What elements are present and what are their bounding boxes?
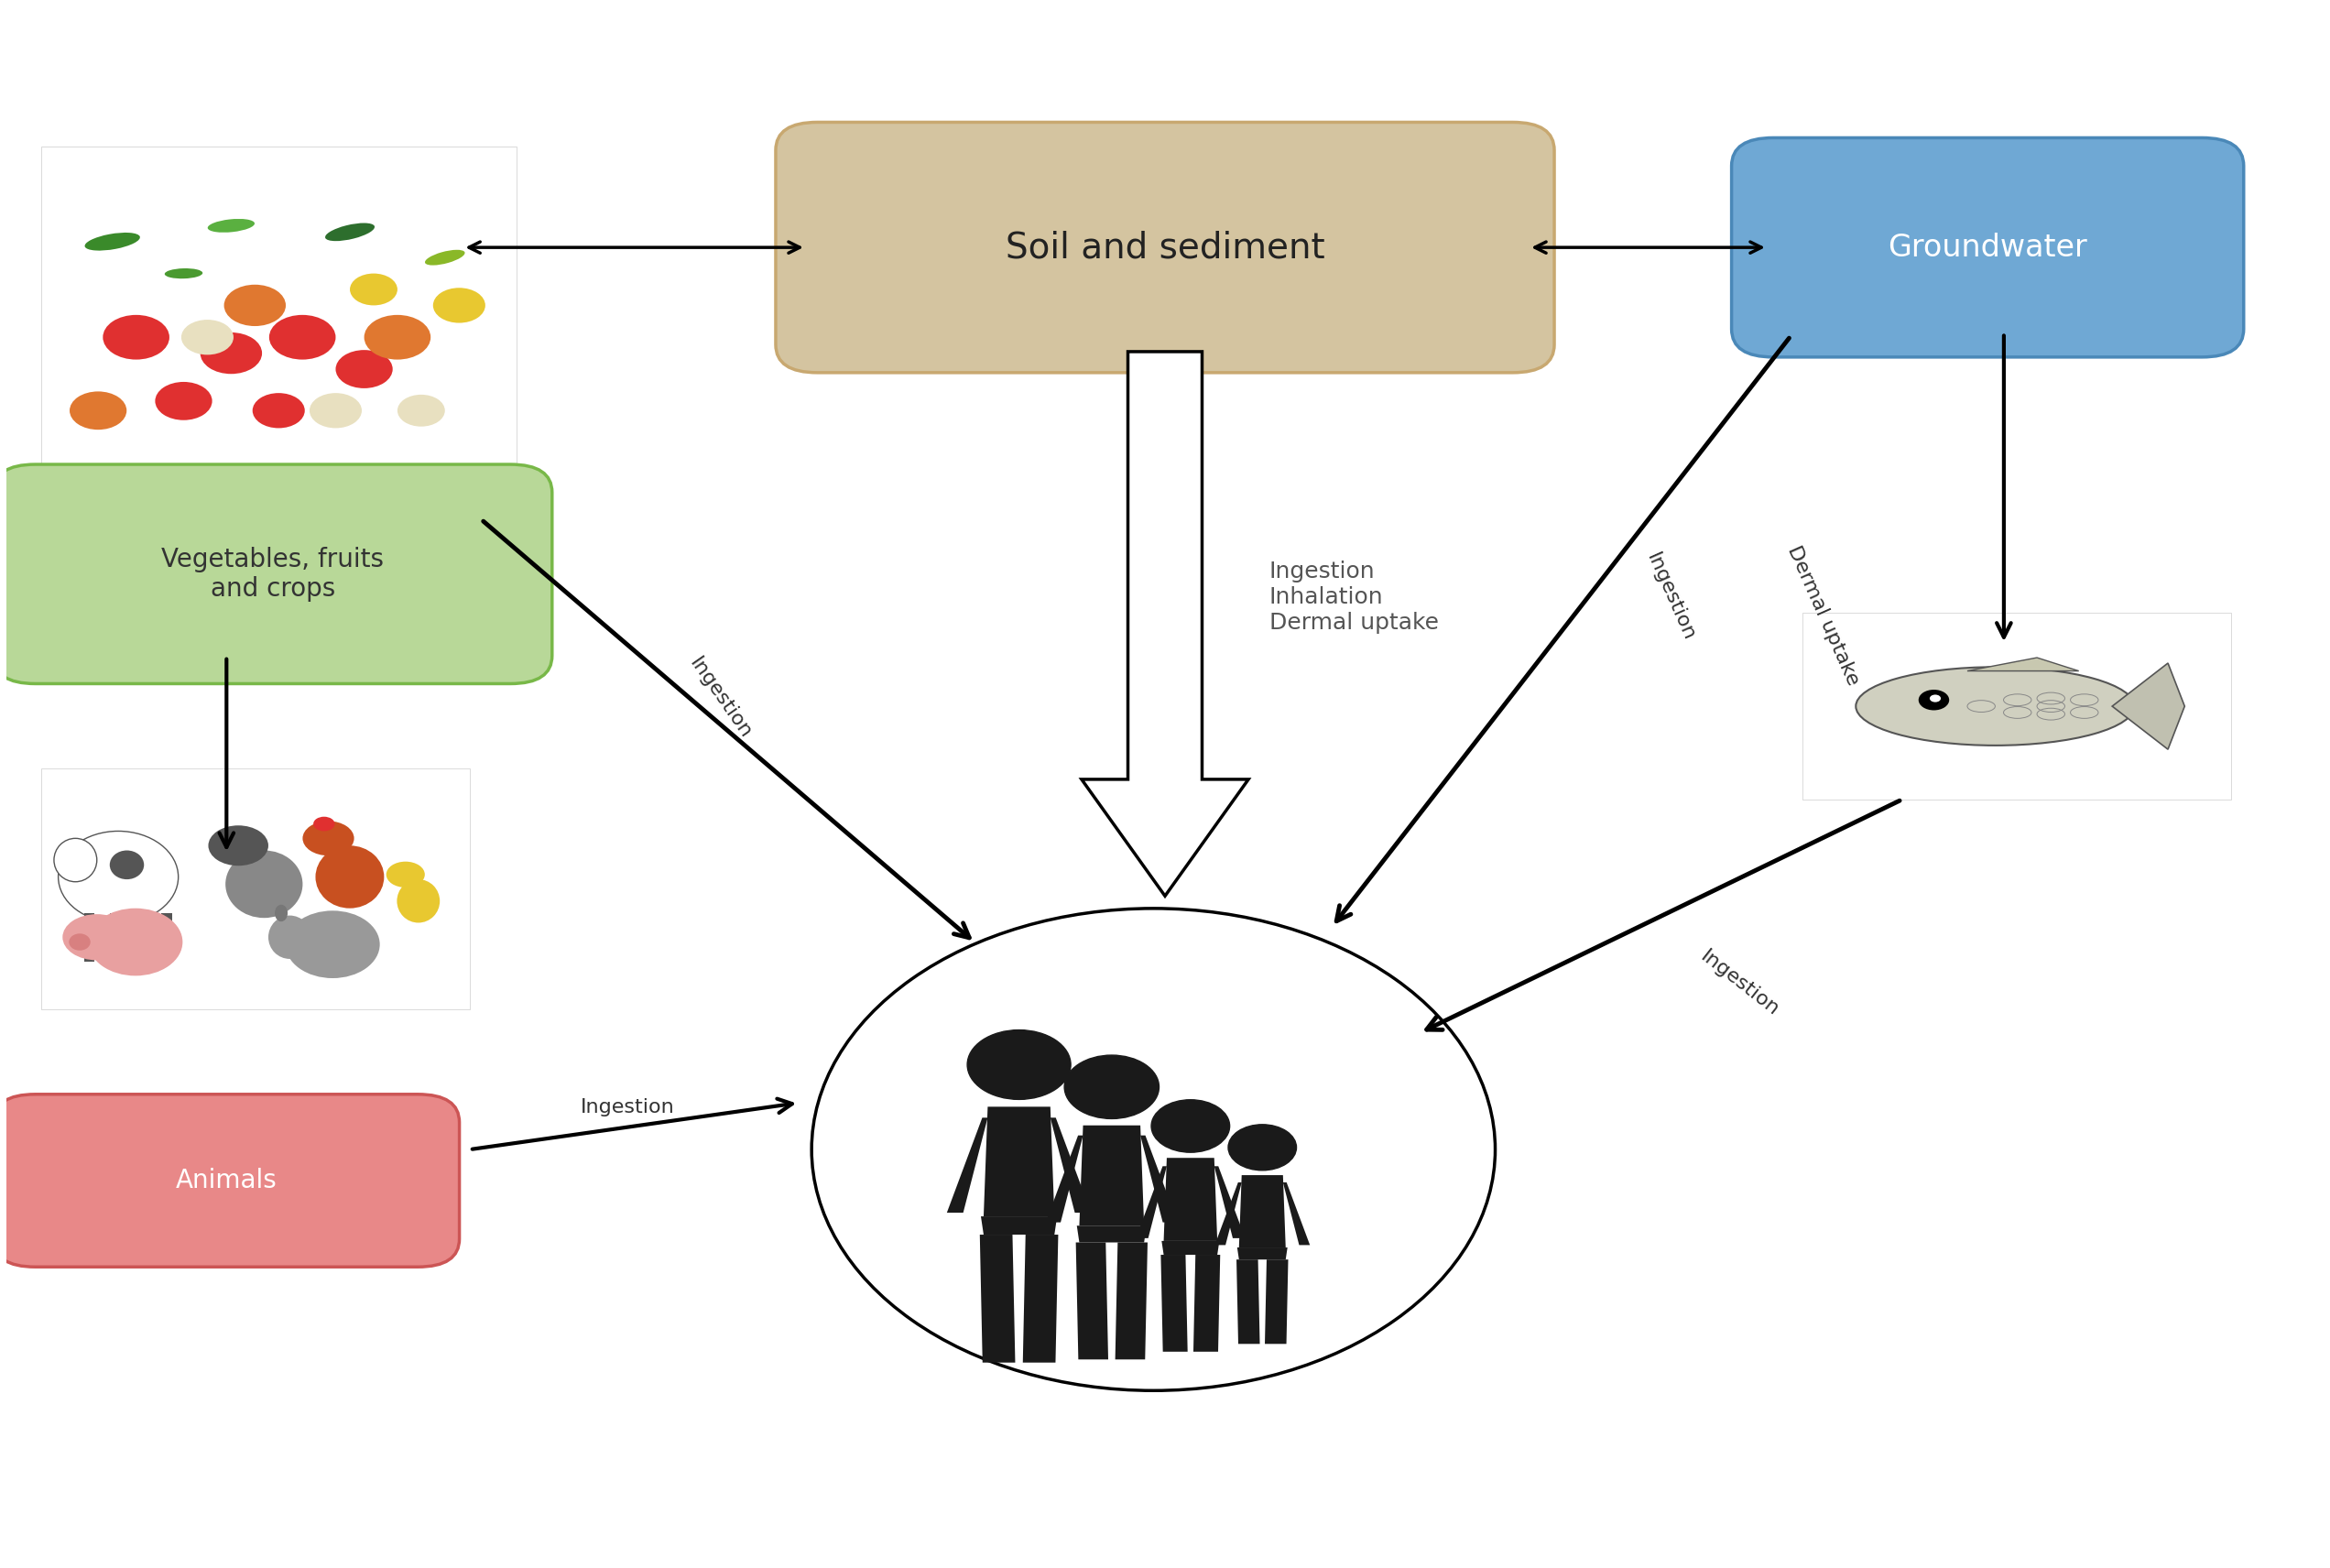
Ellipse shape xyxy=(811,908,1496,1391)
Text: Animals: Animals xyxy=(175,1168,277,1193)
Bar xyxy=(110,913,121,961)
Ellipse shape xyxy=(324,224,375,240)
Circle shape xyxy=(310,394,361,428)
Polygon shape xyxy=(1284,1182,1309,1245)
Polygon shape xyxy=(1265,1259,1288,1344)
Circle shape xyxy=(398,395,445,426)
Bar xyxy=(161,913,172,961)
Bar xyxy=(1801,613,2230,800)
Polygon shape xyxy=(1163,1240,1219,1254)
Ellipse shape xyxy=(165,268,203,279)
Circle shape xyxy=(1065,1055,1158,1118)
Ellipse shape xyxy=(54,839,98,881)
Ellipse shape xyxy=(207,220,254,232)
Text: Vegetables, fruits
and crops: Vegetables, fruits and crops xyxy=(161,546,384,602)
Polygon shape xyxy=(981,1217,1058,1234)
Circle shape xyxy=(1918,690,1950,710)
Circle shape xyxy=(252,394,305,428)
Ellipse shape xyxy=(84,232,140,251)
Polygon shape xyxy=(1116,1242,1149,1359)
Circle shape xyxy=(1228,1124,1295,1170)
Polygon shape xyxy=(1214,1182,1242,1245)
Circle shape xyxy=(103,315,170,359)
Circle shape xyxy=(200,332,261,373)
Ellipse shape xyxy=(58,831,179,922)
Circle shape xyxy=(70,392,126,430)
Bar xyxy=(84,913,96,961)
Ellipse shape xyxy=(226,850,303,917)
Polygon shape xyxy=(1023,1234,1058,1363)
Ellipse shape xyxy=(315,845,384,908)
Text: Ingestion: Ingestion xyxy=(1643,550,1699,644)
Ellipse shape xyxy=(287,911,380,978)
Circle shape xyxy=(63,914,130,960)
Polygon shape xyxy=(946,1118,988,1212)
Polygon shape xyxy=(1051,1118,1090,1212)
Circle shape xyxy=(363,315,431,359)
Ellipse shape xyxy=(110,850,144,880)
Ellipse shape xyxy=(70,933,91,950)
Text: Dermal uptake: Dermal uptake xyxy=(1785,544,1862,688)
Ellipse shape xyxy=(89,908,182,975)
Text: Ingestion: Ingestion xyxy=(1696,947,1782,1019)
Polygon shape xyxy=(983,1107,1055,1217)
Text: Groundwater: Groundwater xyxy=(1887,232,2088,262)
Polygon shape xyxy=(981,1234,1016,1363)
Bar xyxy=(135,913,147,961)
Polygon shape xyxy=(1076,1226,1146,1242)
FancyBboxPatch shape xyxy=(0,464,552,684)
FancyBboxPatch shape xyxy=(0,1094,459,1267)
Polygon shape xyxy=(1214,1167,1244,1239)
Polygon shape xyxy=(2113,663,2186,750)
Polygon shape xyxy=(1081,351,1249,895)
Polygon shape xyxy=(1967,657,2078,671)
Circle shape xyxy=(182,320,233,354)
Circle shape xyxy=(1151,1099,1230,1152)
Polygon shape xyxy=(1240,1174,1286,1248)
Circle shape xyxy=(433,289,485,323)
Circle shape xyxy=(303,822,354,856)
Circle shape xyxy=(207,825,268,866)
Circle shape xyxy=(270,315,336,359)
Circle shape xyxy=(967,1030,1072,1099)
Text: Soil and sediment: Soil and sediment xyxy=(1004,230,1326,265)
Bar xyxy=(42,146,517,497)
Polygon shape xyxy=(1079,1126,1144,1226)
Polygon shape xyxy=(1237,1248,1288,1259)
Circle shape xyxy=(312,817,336,831)
Ellipse shape xyxy=(275,905,287,922)
Polygon shape xyxy=(1076,1242,1109,1359)
Polygon shape xyxy=(1160,1254,1188,1352)
FancyBboxPatch shape xyxy=(1731,138,2244,358)
Ellipse shape xyxy=(1855,666,2134,745)
Polygon shape xyxy=(1139,1135,1177,1223)
Text: Ingestion: Ingestion xyxy=(580,1098,673,1116)
Text: Ingestion
Inhalation
Dermal uptake: Ingestion Inhalation Dermal uptake xyxy=(1270,561,1438,633)
Polygon shape xyxy=(1237,1259,1261,1344)
Bar xyxy=(42,146,517,497)
Circle shape xyxy=(224,285,287,326)
Circle shape xyxy=(156,383,212,420)
Polygon shape xyxy=(1046,1135,1083,1223)
Polygon shape xyxy=(1193,1254,1221,1352)
Polygon shape xyxy=(1135,1167,1167,1239)
Text: Ingestion: Ingestion xyxy=(685,655,755,742)
Circle shape xyxy=(1929,695,1941,702)
FancyBboxPatch shape xyxy=(776,122,1554,373)
Ellipse shape xyxy=(424,252,466,263)
Circle shape xyxy=(387,861,424,887)
Bar xyxy=(42,768,471,1010)
Ellipse shape xyxy=(396,880,440,922)
Circle shape xyxy=(336,350,394,389)
Ellipse shape xyxy=(268,916,312,960)
Polygon shape xyxy=(1163,1157,1216,1240)
Circle shape xyxy=(349,273,398,306)
